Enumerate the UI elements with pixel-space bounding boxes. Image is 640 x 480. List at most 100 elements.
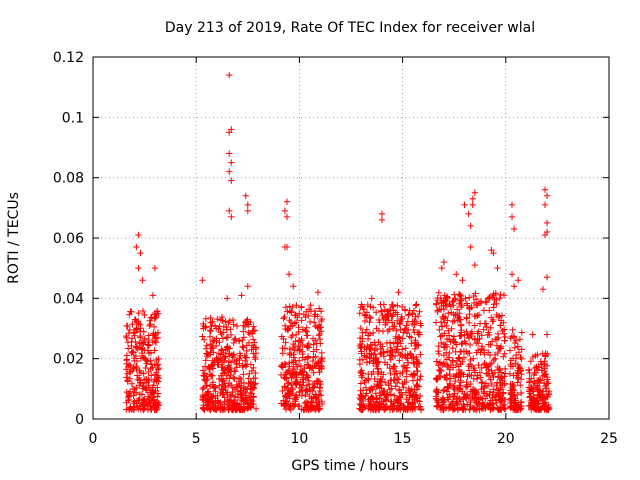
data-point [396, 357, 403, 364]
data-point [514, 406, 522, 413]
data-point [285, 379, 292, 386]
data-point [227, 365, 234, 373]
data-point [366, 313, 373, 321]
data-point [287, 388, 295, 396]
data-point [448, 309, 455, 316]
data-point [409, 311, 416, 318]
data-point [391, 392, 398, 399]
data-point [393, 406, 401, 413]
data-point [450, 297, 457, 305]
data-point [310, 319, 318, 326]
data-point [230, 339, 237, 347]
data-point [433, 358, 440, 365]
data-point [307, 301, 314, 309]
y-tick-label: 0.04 [53, 291, 84, 307]
data-point [449, 345, 456, 352]
data-point [541, 201, 549, 209]
data-point [518, 355, 525, 363]
data-point [509, 389, 517, 396]
data-point [138, 391, 146, 398]
data-point [528, 384, 535, 391]
data-point [412, 337, 419, 344]
data-point [517, 389, 525, 397]
data-point [149, 331, 157, 339]
data-point [465, 334, 473, 342]
data-point [417, 373, 424, 380]
data-point [484, 370, 491, 378]
data-point [508, 384, 515, 392]
data-point [237, 375, 244, 383]
data-point [240, 405, 247, 412]
data-point [215, 400, 222, 407]
data-point [518, 346, 525, 353]
data-point [215, 350, 223, 357]
data-point [379, 312, 386, 319]
data-point [487, 341, 494, 348]
data-point [507, 380, 514, 388]
data-point [386, 339, 394, 346]
data-point [370, 360, 377, 367]
data-point [478, 332, 485, 339]
data-point [239, 343, 246, 350]
data-point [208, 345, 215, 352]
data-point [294, 314, 301, 321]
data-point [491, 296, 498, 304]
data-point [462, 295, 469, 302]
data-point [223, 334, 230, 341]
data-point [467, 243, 474, 251]
data-point [217, 316, 225, 324]
data-point [361, 378, 368, 386]
data-point [386, 364, 393, 372]
data-point [292, 379, 299, 387]
data-point [530, 371, 538, 379]
data-point [126, 326, 134, 334]
data-point [282, 339, 289, 346]
data-point [314, 313, 321, 320]
data-point [500, 353, 507, 360]
data-point [362, 329, 369, 336]
data-point [151, 361, 159, 368]
data-point [304, 332, 311, 339]
data-point [133, 343, 141, 350]
data-point [358, 395, 366, 403]
data-point [148, 314, 155, 321]
data-point [403, 322, 410, 329]
data-point [140, 338, 148, 346]
data-point [441, 343, 448, 351]
data-point [515, 349, 523, 356]
data-point [401, 352, 409, 359]
data-point [150, 378, 158, 386]
data-point [496, 365, 503, 372]
data-point [250, 364, 257, 372]
data-point [315, 359, 322, 366]
data-point [238, 396, 245, 404]
data-point [227, 331, 235, 339]
data-point [137, 339, 145, 347]
data-point [450, 393, 458, 401]
data-point [495, 334, 502, 342]
data-point [500, 330, 508, 337]
data-point [151, 264, 159, 272]
data-point [232, 335, 239, 342]
data-point [478, 378, 486, 386]
data-point [541, 399, 548, 406]
data-point [284, 380, 291, 387]
data-point [357, 380, 365, 387]
data-point [463, 381, 470, 389]
data-point [453, 271, 460, 278]
data-point [481, 361, 488, 368]
data-point [388, 376, 395, 384]
data-point [363, 390, 370, 397]
data-point [484, 404, 492, 411]
data-point [447, 375, 455, 382]
data-point [514, 277, 522, 284]
data-point [393, 370, 400, 377]
data-point [437, 333, 444, 340]
data-point [526, 369, 533, 377]
data-point [415, 342, 422, 349]
data-point [490, 304, 497, 311]
data-point [438, 264, 446, 272]
data-point [435, 347, 442, 355]
data-point [318, 365, 325, 372]
data-point [494, 373, 502, 380]
